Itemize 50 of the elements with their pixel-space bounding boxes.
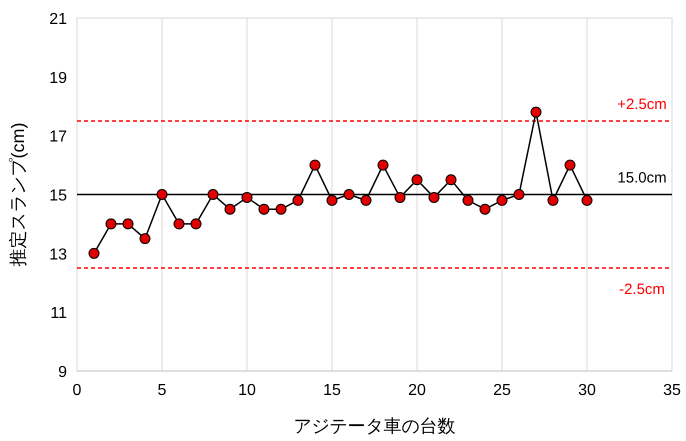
point <box>190 218 202 230</box>
y-tick-label: 9 <box>58 364 68 381</box>
point <box>122 218 134 230</box>
point <box>258 204 270 215</box>
point <box>276 204 286 215</box>
x-tick-label: 5 <box>158 382 167 399</box>
x-tick-label: 15 <box>323 382 341 399</box>
point <box>292 194 304 206</box>
ref-line-label: +2.5cm <box>617 96 667 113</box>
point <box>428 192 440 203</box>
point <box>242 192 252 203</box>
point <box>496 194 508 206</box>
x-tick-label: 10 <box>238 382 256 399</box>
y-tick-label: 17 <box>49 128 68 146</box>
y-tick-label: 13 <box>49 246 68 264</box>
x-tick-label: 20 <box>408 382 426 399</box>
y-tick-label: 15 <box>49 188 68 204</box>
point <box>564 160 576 171</box>
point <box>106 218 116 230</box>
point <box>412 174 422 186</box>
point <box>530 106 542 118</box>
y-tick-label: 19 <box>49 70 68 87</box>
point <box>462 194 474 206</box>
point <box>310 160 320 171</box>
point <box>224 204 236 215</box>
point <box>378 160 388 171</box>
y-axis-title: 推定スランプ(cm) <box>8 122 28 266</box>
y-tick-label: 21 <box>49 11 68 28</box>
y-tick-label: 11 <box>50 305 68 322</box>
x-tick-label: 35 <box>663 382 681 399</box>
point <box>360 194 372 206</box>
x-tick-label: 30 <box>578 382 596 399</box>
point <box>156 189 168 200</box>
point <box>446 174 456 186</box>
ref-line-label: 15.0cm <box>617 170 667 186</box>
point <box>394 192 406 203</box>
point <box>208 189 218 200</box>
point <box>174 218 184 230</box>
point <box>140 233 150 244</box>
point <box>514 189 524 200</box>
x-tick-label: 0 <box>72 382 82 399</box>
x-tick-label: 25 <box>493 382 511 399</box>
point <box>326 194 338 206</box>
x-axis-title: アジテータ車の台数 <box>294 416 456 436</box>
ref-line-label: -2.5cm <box>619 281 665 298</box>
point <box>88 248 100 259</box>
point <box>480 204 490 215</box>
point <box>344 189 354 200</box>
point <box>582 194 592 206</box>
point <box>548 194 558 206</box>
